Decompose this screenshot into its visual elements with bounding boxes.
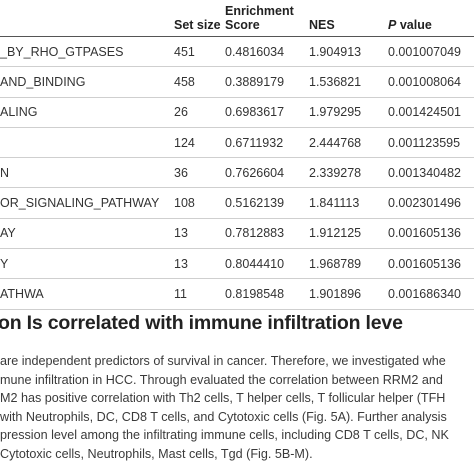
- cell-pathway: N: [0, 157, 174, 189]
- cell-nes: 1.904913: [309, 36, 388, 68]
- cell-p-value: 0.001007049: [388, 36, 474, 68]
- cell-nes: 1.912125: [309, 218, 388, 250]
- cell-set-size: 13: [174, 248, 225, 280]
- table-row: AND_BINDING 458 0.3889179 1.536821 0.0010080…: [0, 66, 474, 98]
- header-set-size: Set size: [174, 0, 225, 37]
- cell-enrichment-score: 0.7626604: [225, 157, 309, 189]
- header-enrichment-score: Enrichment Score: [225, 0, 309, 37]
- cell-pathway: ALING: [0, 97, 174, 128]
- cell-p-value: 0.001686340: [388, 278, 474, 310]
- cell-p-value: 0.001605136: [388, 218, 474, 250]
- table-row: Y 13 0.8044410 1.968789 0.001605136: [0, 248, 474, 280]
- cell-enrichment-score: 0.7812883: [225, 218, 309, 250]
- cell-p-value: 0.001008064: [388, 66, 474, 98]
- section-heading: on Is correlated with immune infiltratio…: [0, 312, 403, 334]
- table-header-row: Set size Enrichment Score NES P value: [0, 0, 474, 37]
- paragraph-line: are independent predictors of survival i…: [0, 354, 446, 368]
- cell-pathway: AND_BINDING: [0, 66, 174, 98]
- cell-pathway: AY: [0, 218, 174, 250]
- paragraph-line: Cytotoxic cells, Neutrophils, Mast cells…: [0, 446, 313, 461]
- table-row: ATHWA 11 0.8198548 1.901896 0.001686340: [0, 278, 474, 310]
- cell-nes: 1.536821: [309, 66, 388, 98]
- cell-enrichment-score: 0.6711932: [225, 127, 309, 159]
- cell-set-size: 26: [174, 97, 225, 128]
- table-row: AY 13 0.7812883 1.912125 0.001605136: [0, 218, 474, 250]
- header-p-value: P value: [388, 0, 474, 37]
- cell-set-size: 36: [174, 157, 225, 189]
- cell-nes: 1.979295: [309, 97, 388, 128]
- cell-enrichment-score: 0.8044410: [225, 248, 309, 280]
- cell-nes: 2.444768: [309, 127, 388, 159]
- table-row: 124 0.6711932 2.444768 0.001123595: [0, 127, 474, 159]
- paragraph-line: mune infiltration in HCC. Through evalua…: [0, 372, 443, 387]
- cell-enrichment-score: 0.5162139: [225, 187, 309, 219]
- cell-p-value: 0.001605136: [388, 248, 474, 280]
- cell-pathway: ATHWA: [0, 278, 174, 310]
- cell-set-size: 11: [174, 278, 225, 310]
- cell-nes: 1.968789: [309, 248, 388, 280]
- cell-pathway: [0, 127, 174, 159]
- body-paragraph: are independent predictors of survival i…: [0, 352, 474, 464]
- cell-p-value: 0.001123595: [388, 127, 474, 159]
- header-nes: NES: [309, 0, 388, 37]
- table-row: N 36 0.7626604 2.339278 0.001340482: [0, 157, 474, 189]
- table-row: OR_SIGNALING_PATHWAY 108 0.5162139 1.841113…: [0, 187, 474, 219]
- cell-set-size: 124: [174, 127, 225, 159]
- cell-p-value: 0.002301496: [388, 187, 474, 219]
- enrichment-table: Set size Enrichment Score NES P value _B…: [0, 0, 474, 310]
- cell-enrichment-score: 0.3889179: [225, 66, 309, 98]
- paragraph-line: pression level among the infiltrating im…: [0, 428, 449, 443]
- paragraph-line: with Neutrophils, DC, CD8 T cells, and C…: [0, 409, 447, 424]
- table-row: _BY_RHO_GTPASES 451 0.4816034 1.904913 0.001…: [0, 36, 474, 68]
- p-italic: P: [388, 18, 397, 32]
- cell-enrichment-score: 0.6983617: [225, 97, 309, 128]
- table-row: ALING 26 0.6983617 1.979295 0.001424501: [0, 97, 474, 128]
- cell-set-size: 108: [174, 187, 225, 219]
- cell-p-value: 0.001340482: [388, 157, 474, 189]
- cell-enrichment-score: 0.8198548: [225, 278, 309, 310]
- cell-set-size: 458: [174, 66, 225, 98]
- cell-nes: 2.339278: [309, 157, 388, 189]
- cell-p-value: 0.001424501: [388, 97, 474, 128]
- cell-pathway: Y: [0, 248, 174, 280]
- cell-pathway: OR_SIGNALING_PATHWAY: [0, 187, 174, 219]
- cell-enrichment-score: 0.4816034: [225, 36, 309, 68]
- paragraph-line: M2 has positive correlation with Th2 cel…: [0, 391, 446, 406]
- cell-pathway: _BY_RHO_GTPASES: [0, 36, 174, 68]
- header-pathway: [0, 0, 174, 37]
- cell-nes: 1.841113: [309, 187, 388, 219]
- cell-nes: 1.901896: [309, 278, 388, 310]
- cell-set-size: 13: [174, 218, 225, 250]
- cell-set-size: 451: [174, 36, 225, 68]
